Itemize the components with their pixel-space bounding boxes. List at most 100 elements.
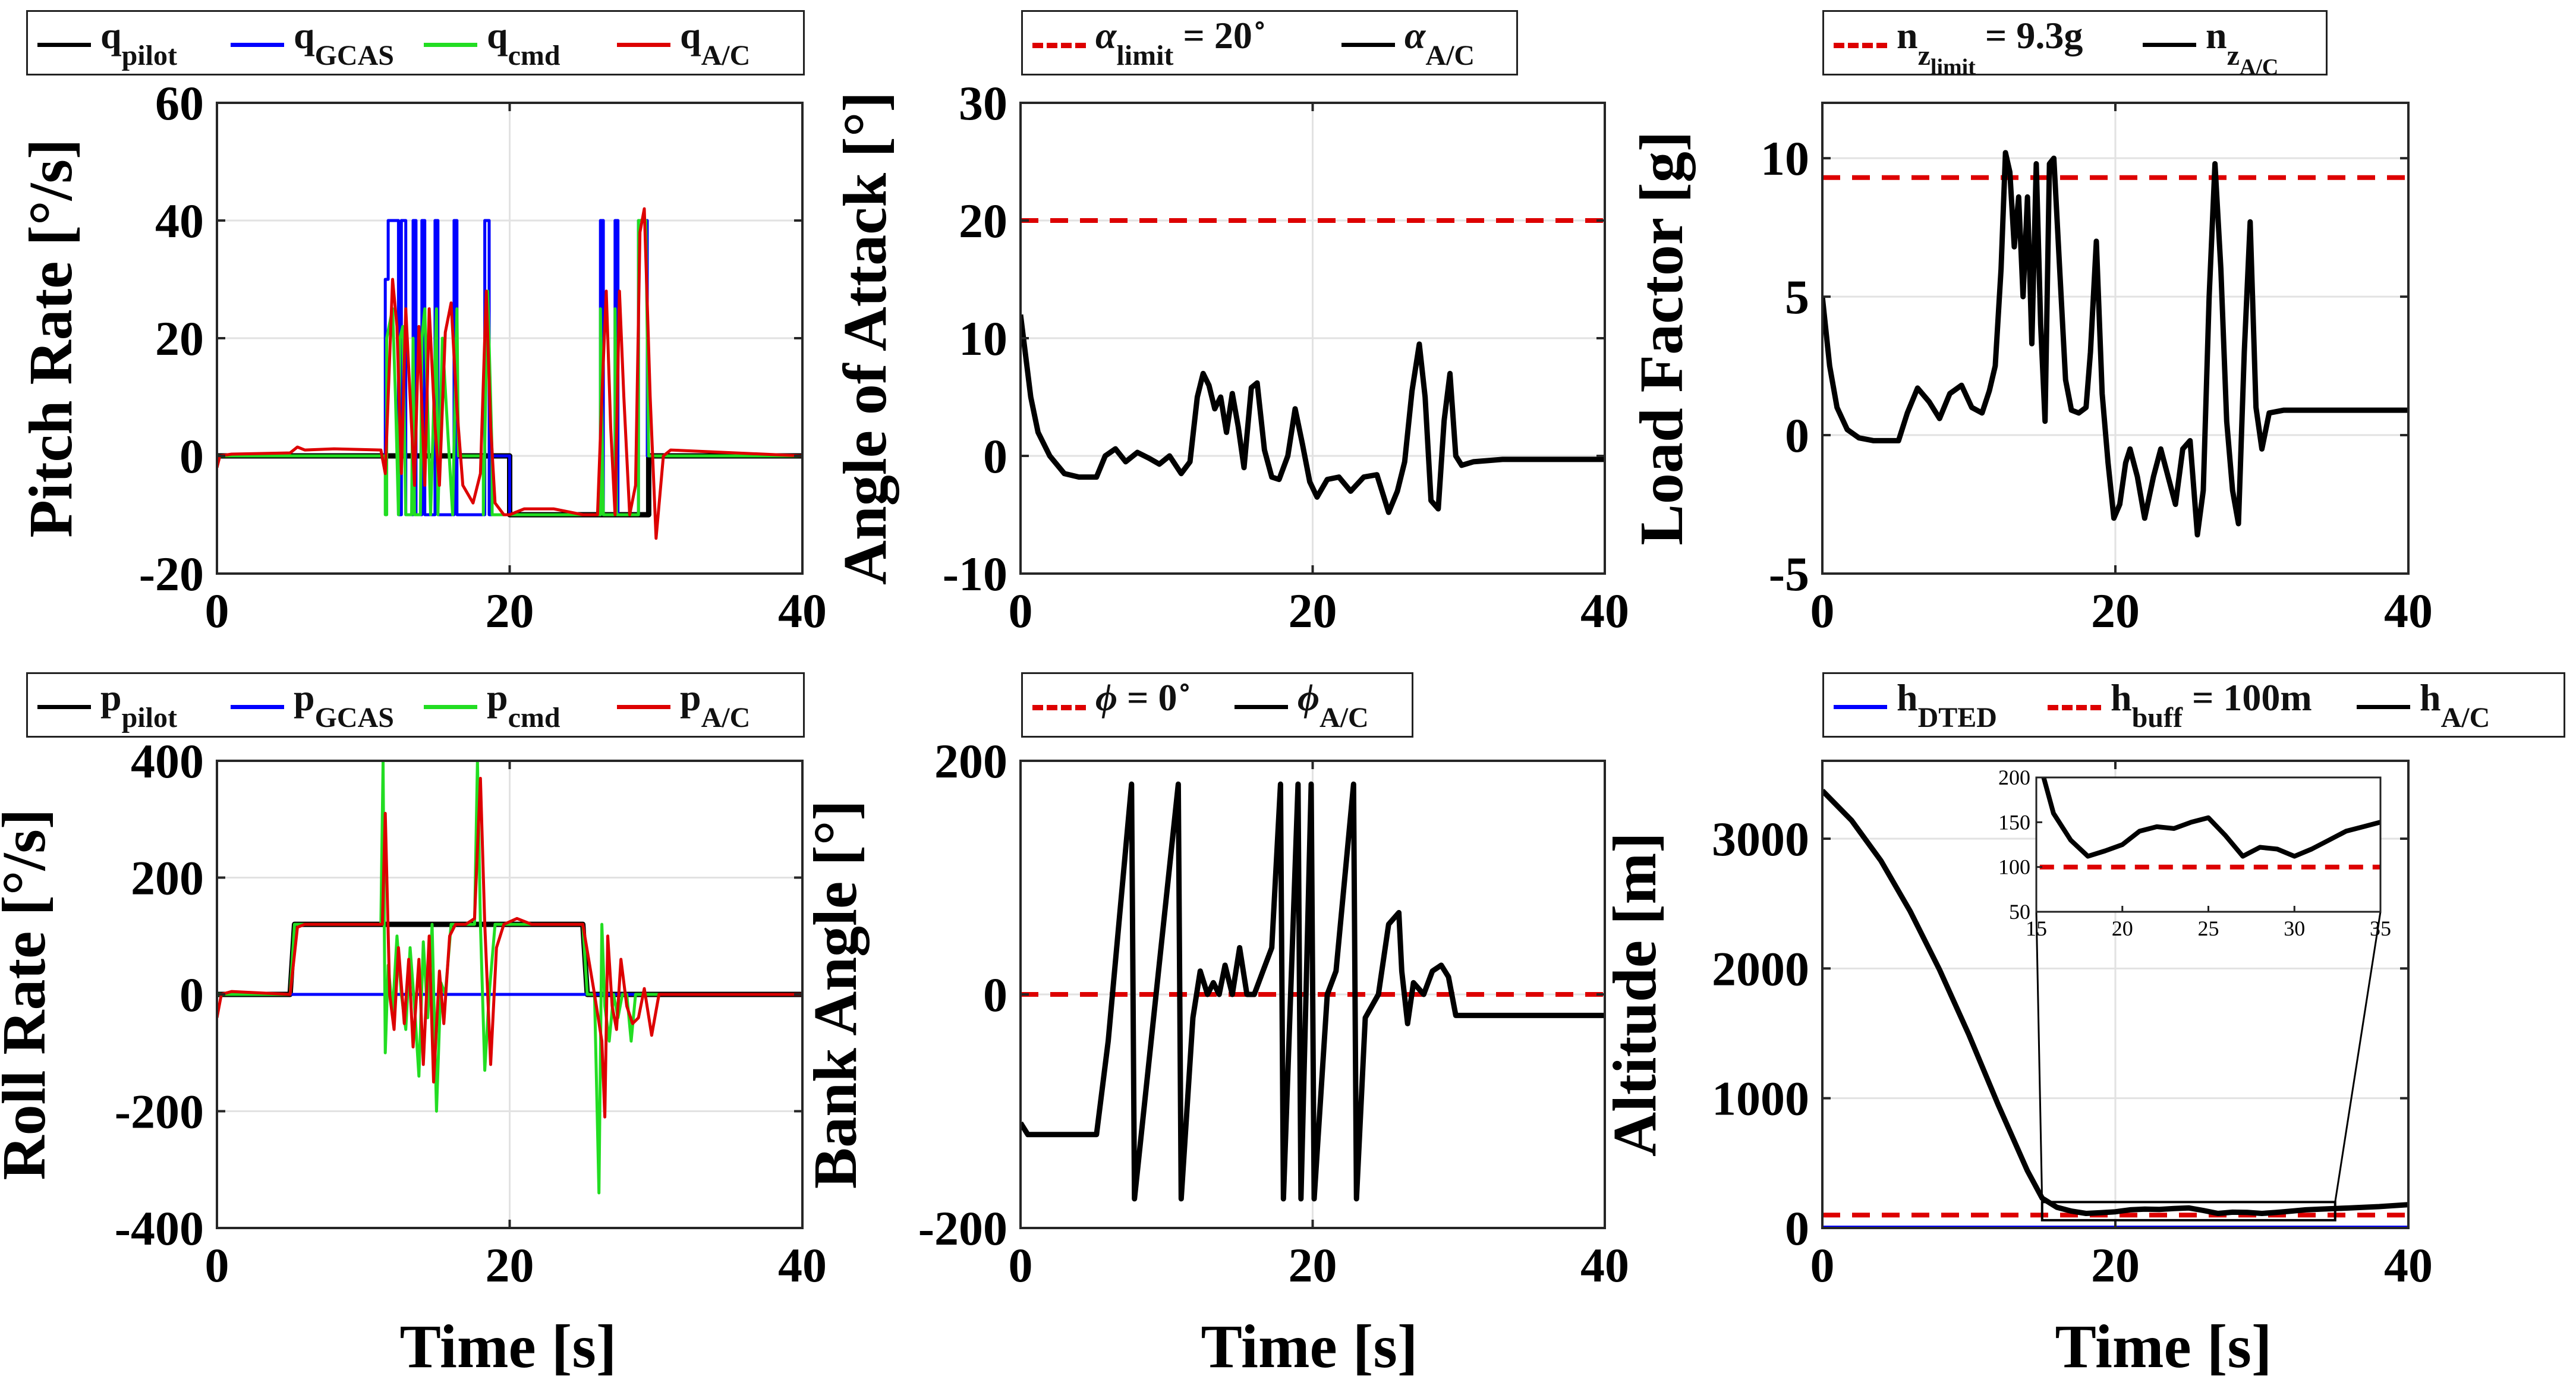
- series-line-nz-a-c: [1822, 150, 2408, 538]
- inset-x-tick-label: 20: [2112, 917, 2133, 940]
- x-tick-label: 20: [1289, 584, 1337, 638]
- legend-label: nzA/C: [2206, 14, 2279, 80]
- y-tick-label: 10: [1761, 131, 1809, 185]
- y-tick-label: 200: [934, 734, 1007, 788]
- legend-entry: qpilot: [34, 12, 227, 74]
- altitude-axes: 0 20 40 0 1000 2000 3000 Altitude [m] 15 20 25 30 35…: [1601, 760, 2433, 1292]
- inset-series-line: [2041, 777, 2380, 859]
- y-tick-label: -200: [918, 1201, 1007, 1255]
- xlabel-alt: Time [s]: [2055, 1312, 2272, 1376]
- x-tick-label: 0: [205, 1238, 229, 1292]
- y-tick-label: 20: [959, 194, 1007, 248]
- y-axis-label: Roll Rate [°/s]: [0, 808, 58, 1180]
- series-line-alpha-a-c: [1021, 314, 1605, 515]
- legend-swatch: [424, 705, 477, 709]
- roll-rate-axes: 0 20 40 -400 -200 0 200 400 Roll Rate [°/s]: [0, 734, 827, 1292]
- x-tick-label: 0: [1009, 584, 1033, 638]
- legend-label: qGCAS: [294, 14, 394, 71]
- angle-of-attack-legend: αlimit = 20∘ αA/C: [1021, 10, 1518, 75]
- y-tick-label: -400: [115, 1201, 204, 1255]
- x-tick-label: 20: [2091, 584, 2140, 638]
- legend-swatch: [1032, 705, 1086, 710]
- y-tick-label: 5: [1785, 270, 1809, 324]
- inset-y-tick-label: 150: [1998, 810, 2030, 834]
- y-tick-label: 2000: [1712, 942, 1809, 996]
- legend-swatch: [2048, 705, 2101, 710]
- legend-label: pcmd: [487, 676, 560, 733]
- legend-label: ppilot: [100, 676, 177, 733]
- altitude-legend: hDTED hbuff = 100m hA/C: [1822, 672, 2565, 738]
- legend-swatch: [617, 705, 670, 709]
- y-tick-label: 0: [1785, 1201, 1809, 1255]
- y-tick-label: 20: [155, 311, 204, 366]
- legend-label: αlimit = 20∘: [1095, 11, 1267, 71]
- legend-label: hDTED: [1897, 676, 1997, 733]
- legend-swatch: [424, 43, 477, 47]
- legend-swatch: [617, 43, 670, 47]
- altitude-inset-axes: 15 20 25 30 35 50 100 150 200: [1998, 766, 2391, 940]
- legend-entry: αlimit = 20∘: [1029, 12, 1338, 74]
- legend-swatch: [1834, 43, 1887, 48]
- xlabel-roll: Time [s]: [400, 1312, 617, 1376]
- legend-label: ϕA/C: [1298, 676, 1369, 733]
- series-group: [217, 761, 802, 1195]
- legend-swatch: [2143, 43, 2196, 47]
- y-tick-label: 10: [959, 311, 1007, 366]
- legend-entry: qcmd: [420, 12, 613, 74]
- x-tick-label: 20: [2091, 1238, 2140, 1292]
- series-line-q-cmd: [217, 219, 802, 517]
- y-tick-label: 0: [983, 429, 1007, 483]
- roll-rate-legend: ppilot pGCAS pcmd pA/C: [26, 672, 805, 738]
- zoom-box: [2040, 1201, 2336, 1221]
- y-tick-label: -5: [1769, 547, 1809, 601]
- x-tick-label: 0: [1009, 1238, 1033, 1292]
- load-factor-legend: nzlimit = 9.3g nzA/C: [1822, 10, 2328, 80]
- series-line-p-a-c: [217, 777, 802, 1119]
- y-tick-label: 0: [1785, 408, 1809, 462]
- y-tick-label: 3000: [1712, 812, 1809, 866]
- x-tick-label: 0: [1810, 1238, 1835, 1292]
- x-tick-label: 40: [1580, 1238, 1629, 1292]
- legend-swatch: [231, 43, 284, 47]
- x-tick-label: 0: [205, 584, 229, 638]
- zoom-connector: [2334, 911, 2382, 1202]
- legend-entry: nzA/C: [2139, 12, 2335, 80]
- y-tick-label: 60: [155, 76, 204, 130]
- inset-x-tick-label: 15: [2026, 917, 2047, 940]
- y-tick-label: 1000: [1712, 1072, 1809, 1126]
- y-tick-label: -200: [115, 1085, 204, 1139]
- series-group: [1021, 218, 1605, 515]
- series-line-q-a-c: [217, 207, 802, 540]
- series-group: [1822, 789, 2408, 1228]
- legend-entry: qA/C: [613, 12, 807, 74]
- y-tick-label: 200: [131, 851, 204, 905]
- y-tick-label: -10: [943, 547, 1007, 601]
- series-group: [1822, 150, 2408, 538]
- bank-angle-legend: ϕ = 0∘ ϕA/C: [1021, 672, 1413, 738]
- legend-swatch: [1032, 43, 1086, 48]
- series-line-phi-a-c: [1021, 781, 1605, 1202]
- inset-x-tick-label: 30: [2284, 917, 2305, 940]
- legend-entry: qGCAS: [227, 12, 420, 74]
- legend-label: nzlimit = 9.3g: [1897, 14, 2083, 80]
- legend-entry: αA/C: [1338, 12, 1522, 74]
- x-tick-label: 20: [486, 584, 534, 638]
- x-tick-label: 20: [1289, 1238, 1337, 1292]
- legend-label: qpilot: [100, 14, 177, 71]
- inset-x-tick-label: 25: [2198, 917, 2219, 940]
- inset-y-tick-label: 100: [1998, 855, 2030, 879]
- legend-entry: hA/C: [2353, 674, 2573, 736]
- x-tick-label: 40: [2384, 584, 2433, 638]
- inset-x-tick-label: 35: [2370, 917, 2391, 940]
- legend-entry: ppilot: [34, 674, 227, 736]
- legend-swatch: [1235, 705, 1288, 709]
- legend-entry: pcmd: [420, 674, 613, 736]
- y-axis-label: Load Factor [g]: [1627, 131, 1696, 545]
- legend-entry: pGCAS: [227, 674, 420, 736]
- legend-entry: ϕA/C: [1231, 674, 1421, 736]
- x-tick-label: 40: [778, 1238, 827, 1292]
- y-axis-label: Altitude [m]: [1601, 832, 1669, 1157]
